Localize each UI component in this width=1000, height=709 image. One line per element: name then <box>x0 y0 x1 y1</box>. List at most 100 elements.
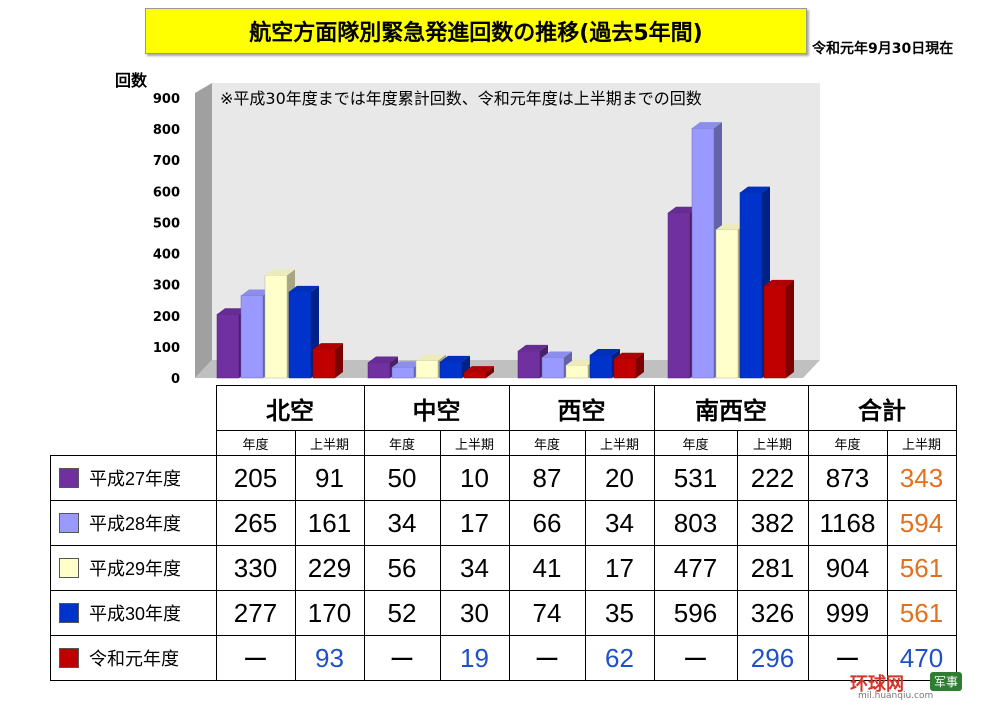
bar-front <box>763 285 787 379</box>
bar-top <box>217 308 247 315</box>
bar-front <box>312 348 336 379</box>
bar-top <box>764 279 794 286</box>
table-cell: 41 <box>508 545 586 591</box>
sub-header: 上半期 <box>439 430 510 456</box>
region-header: 西空 <box>508 385 655 431</box>
bar-西空-令和元年度 <box>613 352 644 379</box>
sub-header: 年度 <box>653 430 738 456</box>
chart-title: 航空方面隊別緊急発進回数の推移(過去5年間) <box>145 8 807 54</box>
table-cell: 330 <box>215 545 296 591</box>
region-header: 南西空 <box>653 385 809 431</box>
table-cell: 34 <box>584 500 655 546</box>
y-tick-label: 500 <box>153 216 180 231</box>
bar-front <box>391 367 415 379</box>
bar-front <box>565 364 589 379</box>
table-cell: 20 <box>584 455 655 501</box>
bar-chart: 回数 ※平成30年度までは年度累計回数、令和元年度は上半期までの回数 0 100 2… <box>115 71 820 385</box>
y-axis-label: 回数 <box>115 71 148 90</box>
table-cell: 873 <box>807 455 888 501</box>
table-cell: 382 <box>736 500 809 546</box>
table-cell: 30 <box>439 590 510 636</box>
sub-header: 年度 <box>363 430 441 456</box>
bar-front <box>367 362 391 379</box>
bar-top <box>464 366 494 373</box>
series-label-cell: 平成29年度 <box>50 545 217 591</box>
watermark-badge: 军事 <box>930 672 963 691</box>
bar-top <box>590 348 620 355</box>
bar-front <box>541 357 565 379</box>
table-cell: 222 <box>736 455 809 501</box>
sub-header: 上半期 <box>584 430 655 456</box>
sub-header: 上半期 <box>736 430 809 456</box>
y-tick-labels: 0 100 200 300 400 500 600 700 800 900 <box>153 92 180 385</box>
chart-side-wall <box>195 83 212 378</box>
bar-top <box>440 355 470 362</box>
bar-top <box>692 122 722 129</box>
table-cell: 161 <box>294 500 365 546</box>
table-corner <box>51 386 217 431</box>
table-cell: 66 <box>508 500 586 546</box>
bar-side <box>636 352 644 378</box>
table-cell: 296 <box>736 635 809 681</box>
series-label-cell: 令和元年度 <box>50 635 217 681</box>
bar-top <box>614 352 644 359</box>
table-cell: 561 <box>886 590 957 636</box>
y-tick-label: 600 <box>153 185 180 200</box>
bar-front <box>589 354 613 379</box>
table-cell: 594 <box>886 500 957 546</box>
y-tick-label: 100 <box>153 341 180 356</box>
series-label-cell: 平成30年度 <box>50 590 217 636</box>
table-cell: 62 <box>584 635 655 681</box>
series-label: 平成29年度 <box>89 559 182 579</box>
bar-side <box>335 343 343 378</box>
bar-front <box>739 192 763 379</box>
legend-swatch <box>59 648 79 668</box>
bar-top <box>716 223 746 230</box>
bar-中空-令和元年度 <box>463 366 494 379</box>
table-cell: 561 <box>886 545 957 591</box>
table-cell: ー <box>508 635 586 681</box>
bar-front <box>517 350 541 379</box>
legend-swatch <box>59 603 79 623</box>
table-cell: 904 <box>807 545 888 591</box>
table-cell: 93 <box>294 635 365 681</box>
bar-front <box>264 275 288 379</box>
bar-top <box>740 186 770 193</box>
y-tick-label: 200 <box>153 310 180 325</box>
table-cell: 50 <box>363 455 441 501</box>
table-cell: 17 <box>439 500 510 546</box>
table-cell: 87 <box>508 455 586 501</box>
sub-header: 上半期 <box>294 430 365 456</box>
y-tick-label: 700 <box>153 154 180 169</box>
bar-top <box>668 206 698 213</box>
bar-top <box>313 343 343 350</box>
bar-front <box>463 371 487 379</box>
table-cell: 35 <box>584 590 655 636</box>
table-cell: ー <box>653 635 738 681</box>
y-tick-label: 900 <box>153 92 180 107</box>
table-cell: 19 <box>439 635 510 681</box>
bar-top <box>289 285 319 292</box>
sub-header: 年度 <box>508 430 586 456</box>
bar-top <box>265 269 295 276</box>
table-cell: ー <box>363 635 441 681</box>
table-cell: 56 <box>363 545 441 591</box>
table-cell: 999 <box>807 590 888 636</box>
bar-side <box>786 279 794 378</box>
region-header: 合計 <box>807 385 957 431</box>
bar-北空-令和元年度 <box>312 343 343 379</box>
table-cell: 277 <box>215 590 296 636</box>
bar-front <box>691 127 715 379</box>
table-cell: 91 <box>294 455 365 501</box>
bar-front <box>715 229 739 379</box>
bar-group <box>216 122 794 379</box>
table-cell: 1168 <box>807 500 888 546</box>
series-label: 平成30年度 <box>89 604 182 624</box>
table-cell: 531 <box>653 455 738 501</box>
table-cell: 596 <box>653 590 738 636</box>
region-header: 中空 <box>363 385 510 431</box>
sub-header: 年度 <box>807 430 888 456</box>
bar-top <box>566 359 596 366</box>
legend-swatch <box>59 558 79 578</box>
data-table: 北空 中空 西空 南西空 合計 年度 上半期 年度 上半期 年度 上半期 年度 上半期 年度 上半期 平成27… <box>50 385 957 681</box>
